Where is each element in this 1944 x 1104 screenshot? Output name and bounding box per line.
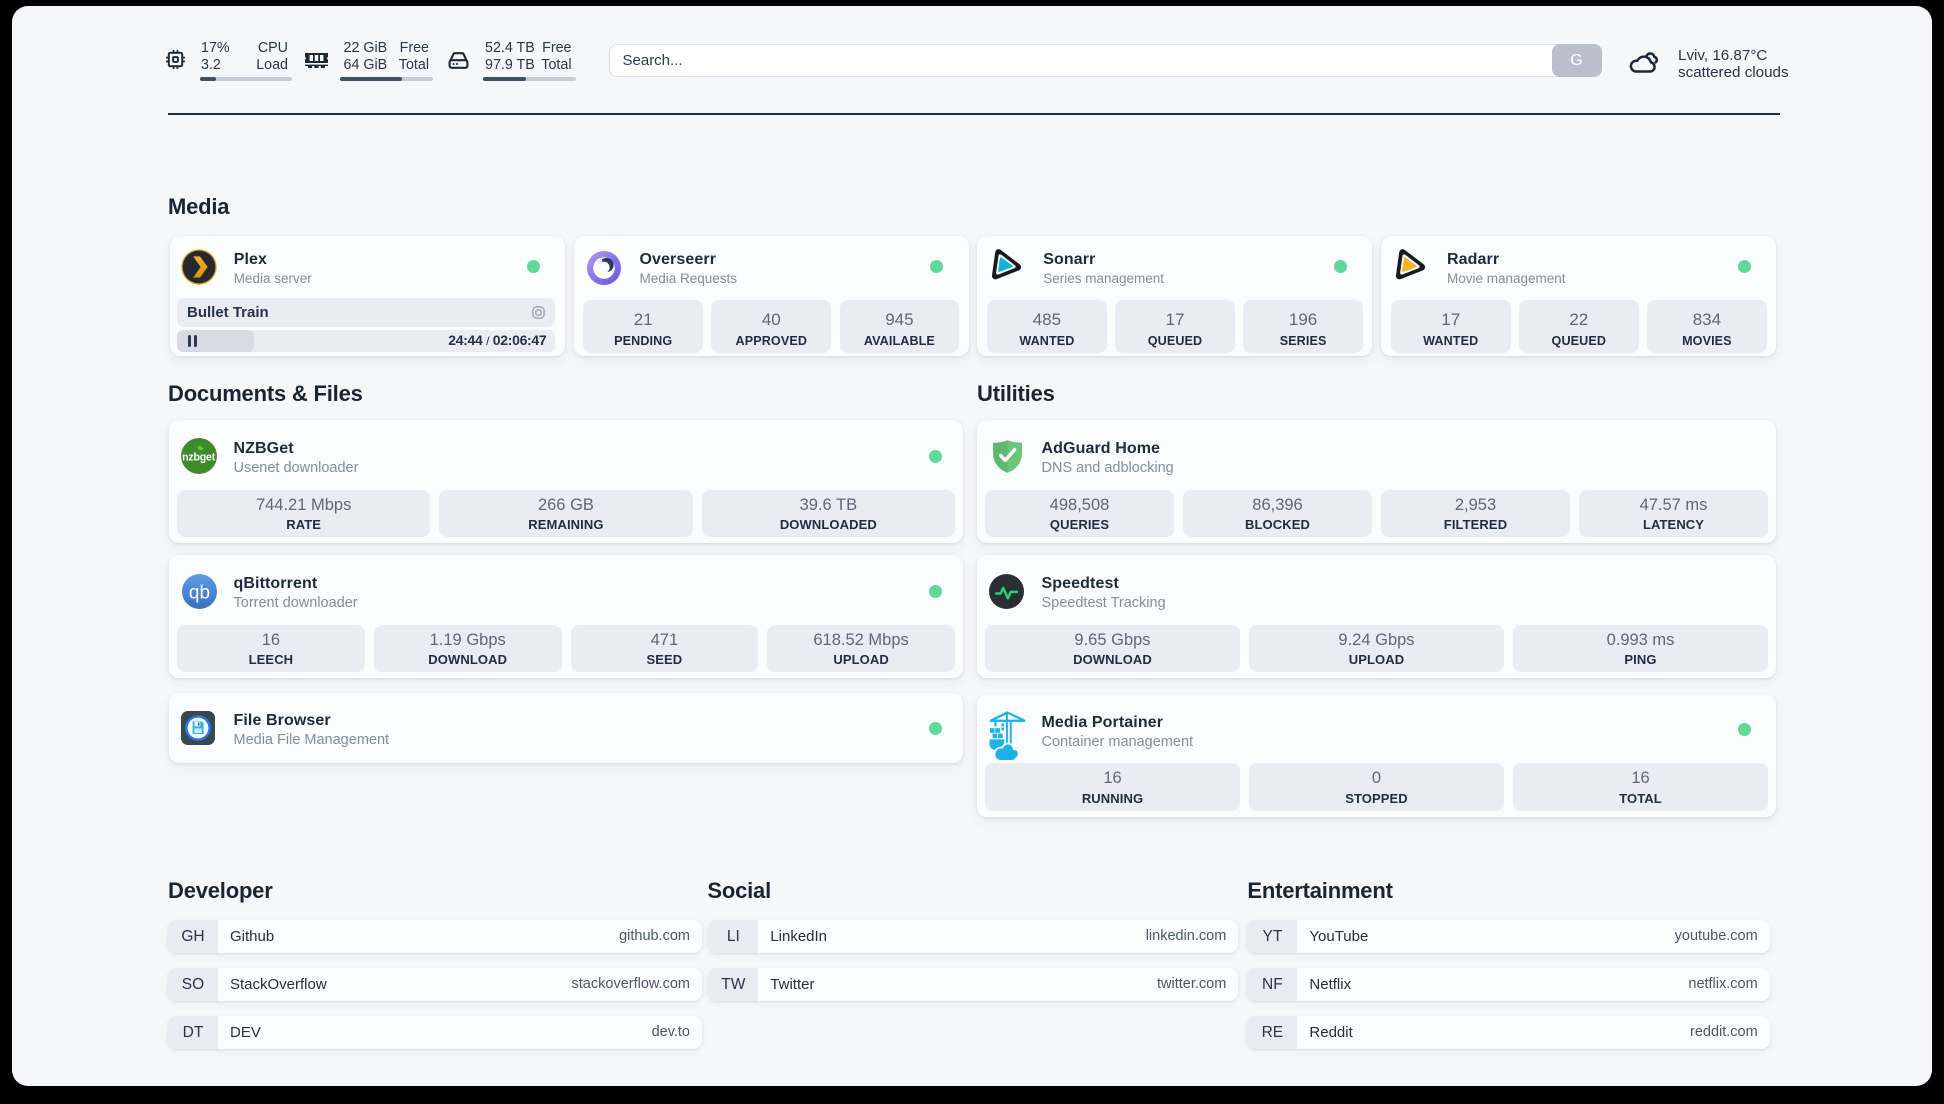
svg-text:qb: qb: [188, 582, 209, 603]
svg-text:nzbget: nzbget: [182, 452, 216, 464]
